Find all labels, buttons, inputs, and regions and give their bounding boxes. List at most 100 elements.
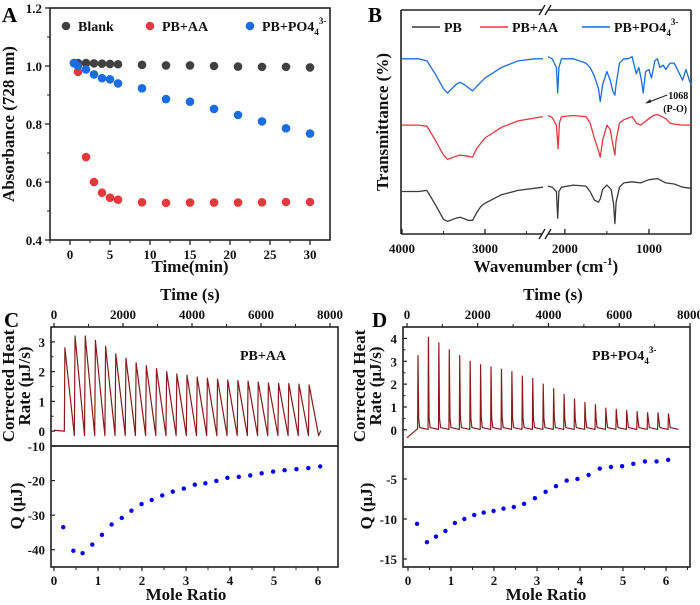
legend-a: Blank PB+AA PB+PO443- — [61, 16, 326, 37]
q-data-point — [532, 496, 538, 501]
top-x-tick-label: 2000 — [110, 307, 136, 322]
q-data-point — [203, 481, 208, 486]
x-tick-label: 2 — [139, 573, 146, 588]
data-point-blank — [113, 59, 123, 69]
q-data-point — [521, 501, 527, 506]
y-tick-label: -15 — [380, 552, 398, 567]
spectrum-line-pb — [402, 186, 544, 223]
y-axis-label-c-top-1: Corrected Heat — [0, 329, 18, 442]
legend-label: PB+PO443- — [614, 17, 678, 38]
y-tick-label-a: 0.4 — [26, 233, 43, 248]
data-point-pb-aa — [113, 195, 123, 204]
plot-frame — [50, 326, 339, 568]
data-point-pb-aa — [137, 198, 147, 207]
x-tick-label-b: 2000 — [552, 241, 578, 256]
q-data-point — [443, 528, 448, 534]
x-tick-label: 3 — [183, 573, 190, 588]
top-x-tick-label: 6000 — [606, 307, 632, 322]
x-axis-label-a: Time(min) — [151, 257, 228, 276]
top-y-tick-label: 1 — [391, 400, 398, 415]
x-tick-label-a: 0 — [67, 247, 74, 262]
y-axis-label-a: Absorbance (728 nm) — [0, 46, 18, 202]
top-y-tick-label: 3 — [39, 335, 46, 350]
x-tick-label-a: 25 — [264, 247, 278, 262]
y-tick-label: -10 — [28, 439, 45, 454]
data-point-pb-po4 — [185, 97, 195, 106]
q-data-point — [119, 515, 124, 521]
top-x-tick-label: 8000 — [317, 307, 343, 322]
q-data-point — [294, 466, 299, 472]
q-data-point — [608, 464, 614, 470]
top-y-tick-label: 2 — [39, 365, 46, 380]
data-point-blank — [305, 63, 315, 72]
top-y-tick-label: 4 — [391, 331, 398, 346]
data-point-pb-po4 — [161, 94, 171, 104]
panel-label-d: D — [372, 308, 387, 332]
x-axis-label-c: Mole Ratio — [146, 585, 227, 604]
data-point-pb-aa — [81, 152, 91, 162]
panel-b: B 4000 3000 2000 1000 PB PB+AA PB+PO443- 1068… — [368, 3, 692, 276]
q-data-point — [597, 466, 602, 471]
axis-break-mark — [538, 228, 546, 240]
top-x-tick-label: 0 — [51, 307, 58, 322]
data-point-pb-aa — [257, 198, 267, 207]
q-data-point — [61, 525, 66, 530]
q-data-point — [71, 548, 76, 553]
data-point-pb-aa — [281, 197, 291, 207]
panel-label-b: B — [368, 3, 382, 27]
plot-frame-c — [50, 326, 339, 568]
q-data-point — [214, 478, 219, 484]
data-point-pb-po4 — [81, 65, 91, 74]
legend-marker — [61, 21, 71, 31]
legend-b: PB PB+AA PB+PO443- — [412, 17, 678, 38]
data-point-blank — [185, 61, 195, 70]
y-axis-label-d-top-1: Corrected Heat — [350, 329, 369, 442]
data-point-pb-po4 — [89, 70, 99, 79]
x-tick-label-a: 15 — [184, 247, 198, 262]
top-x-axis-label-c: Time (s) — [160, 285, 220, 304]
panel-a: A 0 5 10 15 20 25 30 0.4 0.6 0.8 1.0 1.2 Blank PB+AA… — [0, 1, 331, 276]
q-data-point — [170, 489, 175, 494]
top-y-tick-label: 0 — [391, 423, 398, 438]
q-data-point — [501, 506, 506, 511]
legend-label: Blank — [78, 20, 114, 35]
annotation-p-o: 1068 (P-O) — [645, 91, 688, 115]
data-point-pb-aa — [185, 198, 195, 207]
x-tick-label: 4 — [577, 573, 584, 588]
top-x-tick-label: 6000 — [248, 307, 274, 322]
heat-rate-trace-d — [406, 336, 679, 439]
q-data-point — [248, 473, 253, 478]
series-lines-b — [402, 56, 692, 225]
x-tick-label: 5 — [271, 573, 278, 588]
q-data-point — [665, 457, 671, 462]
data-point-blank — [89, 59, 99, 68]
q-data-point — [654, 459, 659, 464]
data-point-blank — [105, 59, 115, 69]
heat-rate-trace — [53, 335, 322, 437]
x-tick-label: 1 — [95, 573, 102, 588]
x-tick-label: 0 — [51, 573, 58, 588]
x-tick-label-b: 4000 — [389, 241, 415, 256]
spectrum-line-pb-aa — [547, 113, 691, 158]
q-data-point — [642, 459, 648, 464]
y-axis-label-c-top-2: Rate (μJ/s) — [15, 346, 34, 425]
top-x-tick-label: 4000 — [179, 307, 205, 322]
q-data-point — [553, 484, 559, 489]
q-data-point — [462, 516, 467, 522]
spectrum-line-pb-po4 — [402, 58, 543, 94]
spectrum-line-pb — [547, 177, 692, 225]
q-data-point — [543, 489, 548, 494]
y-axis-label-d-bottom: Q (μJ) — [357, 483, 376, 530]
legend-label: PB — [444, 21, 462, 36]
data-point-pb-aa — [105, 193, 115, 202]
x-tick-label: 2 — [491, 573, 498, 588]
y-tick-label: -5 — [386, 472, 397, 487]
q-data-point — [575, 476, 580, 482]
spectrum-line-pb-po4 — [547, 56, 692, 103]
q-data-point — [452, 520, 458, 526]
top-x-tick-label: 0 — [404, 307, 411, 322]
